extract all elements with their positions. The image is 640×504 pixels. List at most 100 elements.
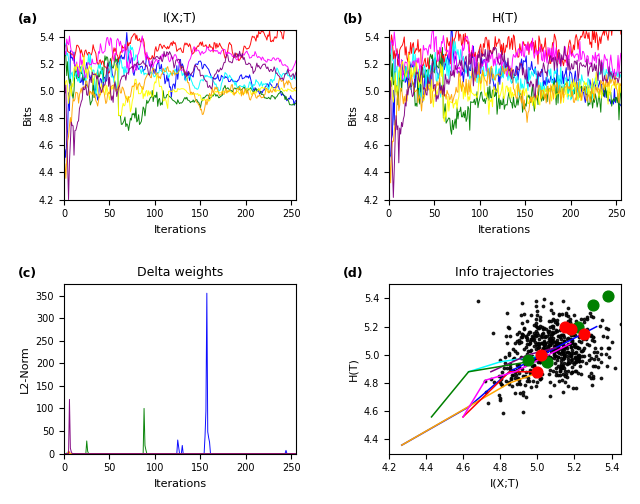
Point [566,343,576,351]
Title: H(T): H(T) [492,12,518,25]
Point [538,344,548,352]
Point [514,369,524,377]
Point [511,366,521,374]
Point [558,388,568,396]
Point [565,335,575,343]
Point [586,374,596,383]
Point [566,349,576,357]
Point [534,340,544,348]
X-axis label: Iterations: Iterations [478,225,531,235]
Point [504,324,514,332]
Point [522,334,532,342]
Point [548,322,558,330]
Point [558,331,568,339]
Point [510,389,520,397]
Point [539,338,549,346]
Point [538,345,548,353]
Point [546,336,556,344]
Point [527,354,538,362]
Point [557,348,567,356]
Point [568,355,578,363]
Point [513,375,524,383]
Point [541,332,552,340]
Point [596,343,606,351]
Point [564,340,575,348]
Point [566,331,576,339]
Point [568,329,579,337]
Point [588,333,598,341]
Point [529,338,540,346]
Point [552,343,563,351]
Point [559,363,570,371]
Point [570,349,580,357]
Point [526,383,536,391]
Point [559,343,570,351]
X-axis label: Iterations: Iterations [154,479,207,489]
Point [552,336,562,344]
Point [517,319,527,327]
Point [593,355,604,363]
Point [550,345,561,353]
Point [568,384,579,392]
Point [604,344,614,352]
Point [526,335,536,343]
Point [532,323,542,331]
Point [522,350,532,358]
Point [569,359,579,367]
Point [582,313,593,321]
Point [588,371,598,380]
Point [566,336,577,344]
Point [508,382,518,390]
Point [528,356,538,364]
Point [572,343,582,351]
Point [516,330,527,338]
Point [561,342,571,350]
Point [556,345,566,353]
Point [531,382,541,390]
Title: I(X;T): I(X;T) [163,12,197,25]
Point [545,353,556,361]
Point [551,352,561,360]
Point [570,367,580,375]
Point [472,297,483,305]
Point [530,356,540,364]
Point [546,360,556,368]
Point [564,325,575,333]
Point [558,349,568,357]
Text: (b): (b) [342,14,363,27]
Point [497,381,508,389]
Point [508,345,518,353]
Point [579,344,589,352]
Point [563,304,573,312]
Point [574,337,584,345]
X-axis label: Iterations: Iterations [154,225,207,235]
Point [541,351,551,359]
Point [579,335,589,343]
Point [540,355,550,363]
Point [553,342,563,350]
Point [570,340,580,348]
Point [516,338,526,346]
Point [550,342,560,350]
Point [551,338,561,346]
Point [554,341,564,349]
Point [521,333,531,341]
Point [625,373,636,381]
Point [504,332,515,340]
Point [541,325,552,333]
Point [523,373,533,382]
Point [532,339,543,347]
Point [540,345,550,353]
Point [555,333,565,341]
Point [584,341,594,349]
Point [572,323,582,331]
Point [530,365,540,373]
Point [531,327,541,335]
Point [527,332,537,340]
Point [570,384,580,392]
Point [572,367,582,375]
Point [537,353,547,361]
Point [556,362,566,370]
Point [543,328,553,336]
Point [559,354,569,362]
